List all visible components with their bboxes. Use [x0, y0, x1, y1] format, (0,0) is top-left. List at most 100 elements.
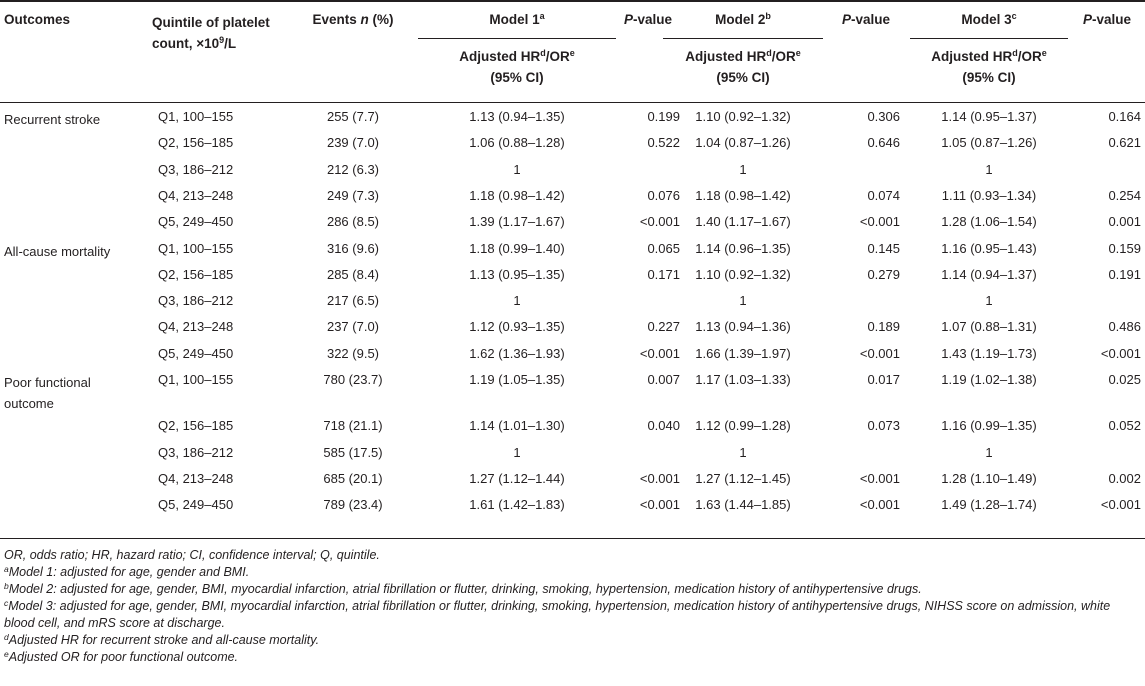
cell-p1: 0.040: [647, 418, 680, 433]
header-adj-label: Adjusted HR: [931, 49, 1013, 64]
cell-p1: 0.007: [647, 372, 680, 387]
cell-model3: 1.28 (1.06–1.54): [941, 214, 1037, 229]
header-outcomes: Outcomes: [4, 12, 71, 27]
header-adj-or: /OR: [771, 49, 796, 64]
cell-quintile: Q5, 249–450: [158, 214, 234, 229]
cell-model3: 1.43 (1.19–1.73): [941, 346, 1037, 361]
cell-outcome: Recurrent stroke: [4, 112, 101, 127]
header-p2-rest: -value: [850, 12, 891, 27]
cell-p1: 0.171: [647, 267, 680, 282]
cell-model2: 1.14 (0.96–1.35): [695, 241, 791, 256]
cell-events: 249 (7.3): [326, 188, 380, 203]
header-adj-sup-e: e: [795, 48, 801, 58]
cell-events: 285 (8.4): [326, 267, 380, 282]
cell-model1: 1.27 (1.12–1.44): [469, 471, 565, 486]
cell-model1: 1.14 (1.01–1.30): [469, 418, 565, 433]
cell-events: 316 (9.6): [326, 241, 380, 256]
header-adj-label: Adjusted HR: [459, 49, 541, 64]
cell-events: 585 (17.5): [323, 445, 383, 460]
footnote-e: eAdjusted OR for poor functional outcome…: [4, 649, 1142, 666]
cell-model2: 1: [739, 445, 747, 460]
cell-outcome: All-cause mortality: [4, 244, 111, 259]
cell-quintile: Q1, 100–155: [158, 109, 234, 124]
cell-model3: 1.11 (0.93–1.34): [941, 188, 1037, 203]
table-bottom-rule: [0, 538, 1145, 539]
cell-p2: 0.017: [867, 372, 900, 387]
cell-model2: 1.66 (1.39–1.97): [695, 346, 791, 361]
header-model3-sup: c: [1011, 11, 1017, 21]
header-model3-adjusted: Adjusted HRd/ORe (95% CI): [910, 46, 1068, 88]
cell-quintile: Q4, 213–248: [158, 319, 234, 334]
cell-model3: 1: [985, 445, 993, 460]
header-events-pct: (%): [368, 12, 394, 27]
cell-p1: 0.199: [647, 109, 680, 124]
cell-events: 237 (7.0): [326, 319, 380, 334]
header-model2: Model 2b: [663, 12, 823, 28]
cell-p3: 0.486: [1108, 319, 1141, 334]
cell-model2: 1.63 (1.44–1.85): [695, 497, 791, 512]
cell-model3: 1.16 (0.95–1.43): [941, 241, 1037, 256]
cell-model1: 1.06 (0.88–1.28): [469, 135, 565, 150]
header-model1-label: Model 1: [489, 12, 540, 27]
cell-p2: 0.279: [867, 267, 900, 282]
cell-events: 718 (21.1): [323, 418, 383, 433]
header-p1-p: P: [623, 12, 633, 27]
footnote-c: cModel 3: adjusted for age, gender, BMI,…: [4, 598, 1142, 632]
cell-p2: <0.001: [859, 471, 900, 486]
header-adj-ci: (95% CI): [490, 70, 544, 85]
cell-model2: 1.10 (0.92–1.32): [695, 109, 791, 124]
cell-events: 685 (20.1): [323, 471, 383, 486]
header-p3-p: P: [1082, 12, 1092, 27]
cell-p3: 0.052: [1108, 418, 1141, 433]
header-adj-or: /OR: [1017, 49, 1042, 64]
cell-p2: <0.001: [859, 214, 900, 229]
cell-model3: 1.07 (0.88–1.31): [941, 319, 1037, 334]
model2-subrule: [663, 38, 823, 39]
footnote-a-text: Model 1: adjusted for age, gender and BM…: [8, 565, 250, 579]
cell-p1: 0.227: [647, 319, 680, 334]
cell-events: 239 (7.0): [326, 135, 380, 150]
cell-quintile: Q1, 100–155: [158, 241, 234, 256]
cell-model1: 1.19 (1.05–1.35): [469, 372, 565, 387]
cell-p1: <0.001: [639, 346, 680, 361]
header-p2: P-value: [831, 12, 901, 28]
cell-p2: 0.306: [867, 109, 900, 124]
cell-quintile: Q3, 186–212: [158, 293, 234, 308]
cell-events: 789 (23.4): [323, 497, 383, 512]
cell-model1: 1.13 (0.95–1.35): [469, 267, 565, 282]
header-adj-label: Adjusted HR: [685, 49, 767, 64]
cell-quintile: Q2, 156–185: [158, 418, 234, 433]
footnote-b-text: Model 2: adjusted for age, gender, BMI, …: [8, 582, 922, 596]
cell-events: 322 (9.5): [326, 346, 380, 361]
cell-model3: 1: [985, 293, 993, 308]
cell-p1: 0.065: [647, 241, 680, 256]
header-adj-ci: (95% CI): [962, 70, 1016, 85]
cell-quintile: Q1, 100–155: [158, 372, 234, 387]
table-top-rule: [0, 0, 1145, 2]
cell-model3: 1.49 (1.28–1.74): [941, 497, 1037, 512]
header-quintile-line1: Quintile of platelet: [152, 15, 270, 30]
cell-model3: 1.14 (0.94–1.37): [941, 267, 1037, 282]
cell-p1: 0.076: [647, 188, 680, 203]
header-model1: Model 1a: [418, 12, 616, 28]
cell-p3: 0.191: [1108, 267, 1141, 282]
cell-model3: 1.14 (0.95–1.37): [941, 109, 1037, 124]
footnote-b: bModel 2: adjusted for age, gender, BMI,…: [4, 581, 1142, 598]
cell-p2: 0.073: [867, 418, 900, 433]
header-adj-ci: (95% CI): [716, 70, 770, 85]
footnote-d-mark: d: [4, 632, 9, 642]
header-model2-adjusted: Adjusted HRd/ORe (95% CI): [663, 46, 823, 88]
header-p1-rest: -value: [632, 12, 673, 27]
cell-model2: 1: [739, 293, 747, 308]
cell-model1: 1: [513, 293, 521, 308]
header-events-label: Events: [312, 12, 361, 27]
footnote-a: aModel 1: adjusted for age, gender and B…: [4, 564, 1142, 581]
header-adj-sup-e: e: [1041, 48, 1047, 58]
cell-model1: 1.39 (1.17–1.67): [469, 214, 565, 229]
header-adj-or: /OR: [545, 49, 570, 64]
header-quintile-sup: 9: [219, 35, 225, 45]
cell-model1: 1: [513, 445, 521, 460]
cell-p3: <0.001: [1100, 497, 1141, 512]
header-model2-label: Model 2: [715, 12, 766, 27]
cell-model2: 1.40 (1.17–1.67): [695, 214, 791, 229]
